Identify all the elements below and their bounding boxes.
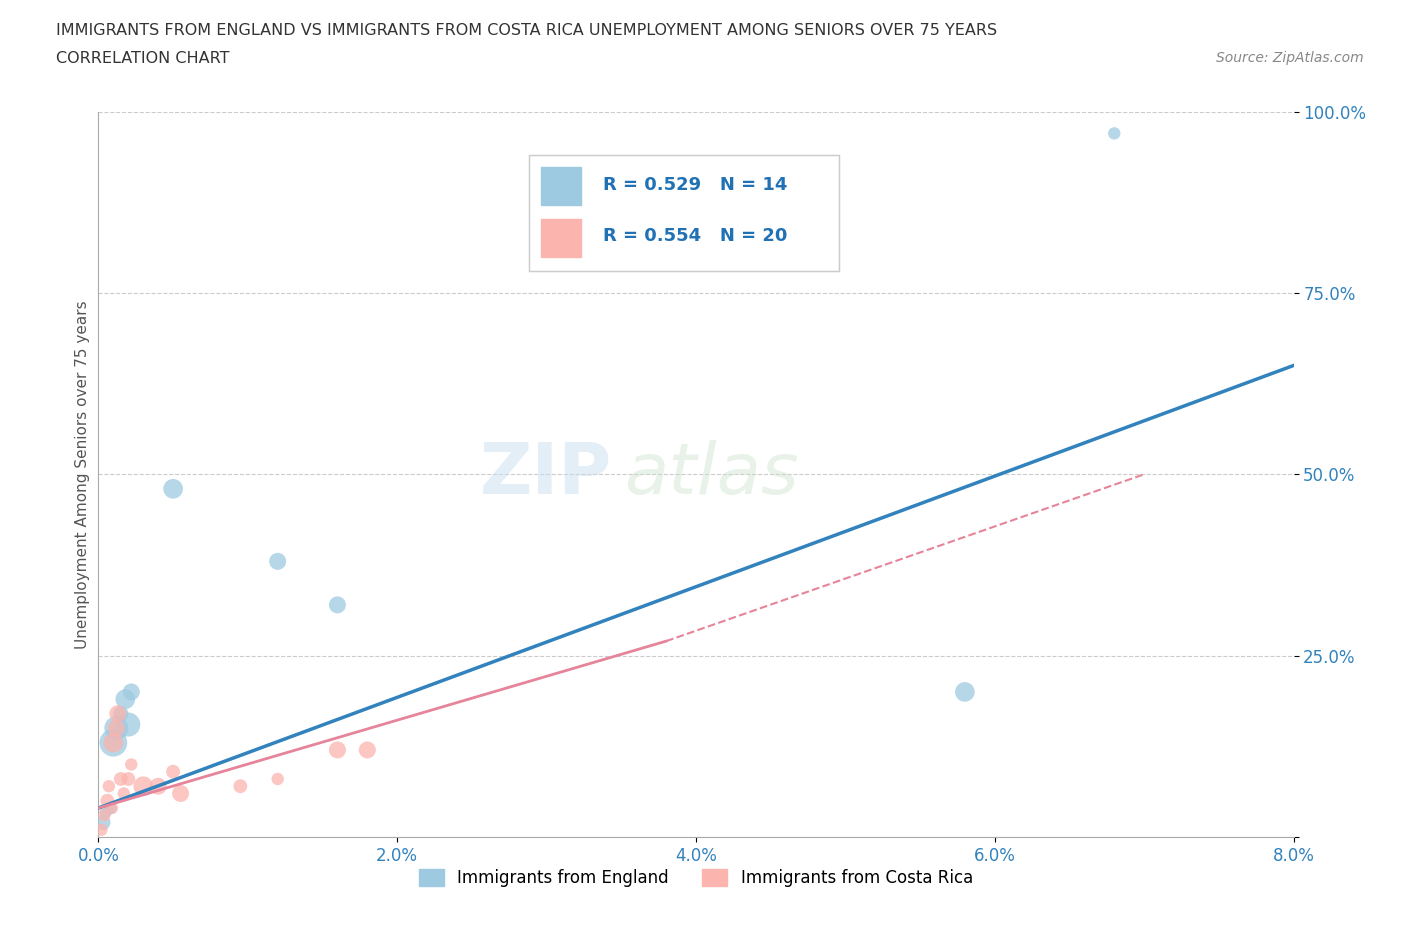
- Point: [103, 736, 125, 751]
- Point: [953, 684, 976, 699]
- Legend: Immigrants from England, Immigrants from Costa Rica: Immigrants from England, Immigrants from…: [412, 862, 980, 894]
- Point: [114, 692, 136, 707]
- Point: [91, 815, 114, 830]
- Point: [103, 736, 125, 751]
- Point: [120, 684, 142, 699]
- Y-axis label: Unemployment Among Seniors over 75 years: Unemployment Among Seniors over 75 years: [75, 300, 90, 648]
- Point: [326, 597, 349, 612]
- Point: [162, 764, 184, 779]
- Point: [90, 822, 112, 837]
- Point: [120, 757, 142, 772]
- Point: [110, 772, 132, 787]
- Point: [110, 706, 132, 721]
- Point: [94, 804, 117, 819]
- Point: [267, 772, 290, 787]
- Point: [97, 778, 120, 793]
- Point: [105, 721, 128, 736]
- Point: [326, 742, 349, 757]
- Point: [98, 801, 122, 816]
- Point: [117, 772, 139, 787]
- Point: [132, 778, 155, 793]
- Point: [267, 554, 290, 569]
- Text: CORRELATION CHART: CORRELATION CHART: [56, 51, 229, 66]
- Point: [101, 801, 124, 816]
- Point: [107, 706, 129, 721]
- Point: [169, 786, 191, 801]
- Point: [105, 721, 128, 736]
- Point: [112, 786, 135, 801]
- Text: atlas: atlas: [624, 440, 799, 509]
- Point: [162, 482, 184, 497]
- Point: [1104, 126, 1126, 140]
- Text: IMMIGRANTS FROM ENGLAND VS IMMIGRANTS FROM COSTA RICA UNEMPLOYMENT AMONG SENIORS: IMMIGRANTS FROM ENGLAND VS IMMIGRANTS FR…: [56, 23, 997, 38]
- Point: [148, 778, 170, 793]
- Text: Source: ZipAtlas.com: Source: ZipAtlas.com: [1216, 51, 1364, 65]
- Point: [229, 778, 252, 793]
- Point: [117, 717, 139, 732]
- Point: [93, 808, 115, 823]
- Point: [96, 793, 118, 808]
- Point: [356, 742, 378, 757]
- Text: ZIP: ZIP: [479, 440, 613, 509]
